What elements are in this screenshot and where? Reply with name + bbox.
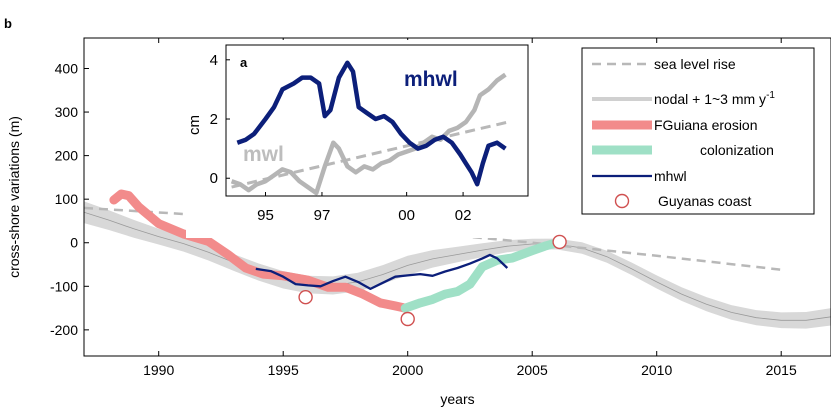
legend-nodal-1-3-mm-y-1-label: nodal + 1~3 mm y-1: [654, 90, 775, 107]
legend-guyanas-coast-swatch: [614, 193, 630, 209]
y-tick-label--100: -100: [50, 278, 78, 294]
inset-x-tick-label-1: 97: [314, 207, 331, 224]
legend-fguiana-erosion-label: FGuiana erosion: [654, 117, 758, 133]
legend-mhwl-label: mhwl: [654, 168, 687, 184]
series-fguiana-erosion: [109, 189, 410, 313]
legend-guyanas-coast-label: Guyanas coast: [658, 193, 751, 209]
inset-backdrop: [186, 40, 531, 238]
legend-mhwl-text: mhwl: [654, 168, 687, 184]
y-tick-label-400: 400: [55, 60, 79, 76]
x-tick-label-2000: 2000: [392, 362, 423, 378]
x-tick-label-1995: 1995: [268, 362, 299, 378]
legend: sea level rise nodal + 1~3 mm y-1 FGuiana …: [581, 47, 815, 215]
legend-guyanas-coast-text: Guyanas coast: [658, 193, 751, 209]
inset-label-mwl: mwl: [243, 143, 284, 166]
inset-series-mhwl: [236, 60, 507, 187]
y-tick-label-100: 100: [55, 191, 79, 207]
x-tick-label-2005: 2005: [517, 362, 548, 378]
panel-label-a: a: [240, 55, 248, 70]
legend-sea-level-rise-text: sea level rise: [654, 56, 736, 72]
y-tick-label--200: -200: [50, 322, 78, 338]
main-axes-frame: [83, 37, 831, 357]
x-tick-label-2010: 2010: [641, 362, 672, 378]
x-tick-label-1990: 1990: [143, 362, 174, 378]
legend-colonization-text: colonization: [700, 142, 774, 158]
inset-x-tick-label-3: 02: [455, 207, 472, 224]
inset-y-axis-label: cm: [186, 115, 203, 135]
main-chart: 1990 1995 2000 2005 2010 20154003002001000-10…: [6, 37, 831, 407]
inset-y-tick-label-0: 0: [210, 170, 218, 187]
panel-label-b: b: [4, 16, 12, 31]
series-nodal-band: [84, 201, 831, 329]
x-tick-label-2015: 2015: [766, 362, 797, 378]
marker-guyanas-coast-2: [400, 311, 415, 327]
legend-colonization-label: colonization: [700, 142, 774, 158]
series-mhwl: [255, 253, 509, 291]
legend-sea-level-rise-label: sea level rise: [654, 56, 736, 72]
inset-x-tick-label-2: 00: [398, 207, 415, 224]
inset-plot-area: [230, 60, 509, 196]
legend-frame: [581, 47, 815, 215]
x-axis-label: years: [440, 391, 474, 407]
marker-guyanas-coast-1: [298, 290, 313, 305]
inset-series-mwl: [230, 72, 507, 196]
inset-axes-frame: [225, 44, 529, 197]
legend-fguiana-erosion-text: FGuiana erosion: [654, 117, 758, 133]
inset-y-tick-label-2: 2: [210, 111, 218, 128]
y-axis-label: cross-shore variations (m): [6, 116, 22, 278]
y-tick-label-300: 300: [55, 104, 79, 120]
legend-nodal-1-3-mm-y-1-text: nodal + 1~3 mm y: [654, 91, 766, 107]
inset-x-tick-label-0: 95: [257, 207, 274, 224]
y-tick-label-200: 200: [55, 148, 79, 164]
y-tick-label-0: 0: [70, 235, 78, 251]
marker-guyanas-coast-3: [552, 234, 567, 250]
series-nodal-line: [84, 211, 831, 321]
legend-nodal-1-3-mm-y-1-sup: -1: [766, 90, 775, 101]
series-colonization: [400, 238, 562, 313]
inset-chart: 95 97 00 02 4 2 0 cm a mhwl mwl: [186, 40, 531, 238]
inset-y-tick-label-4: 4: [210, 52, 218, 69]
inset-label-mhwl: mhwl: [404, 68, 458, 91]
